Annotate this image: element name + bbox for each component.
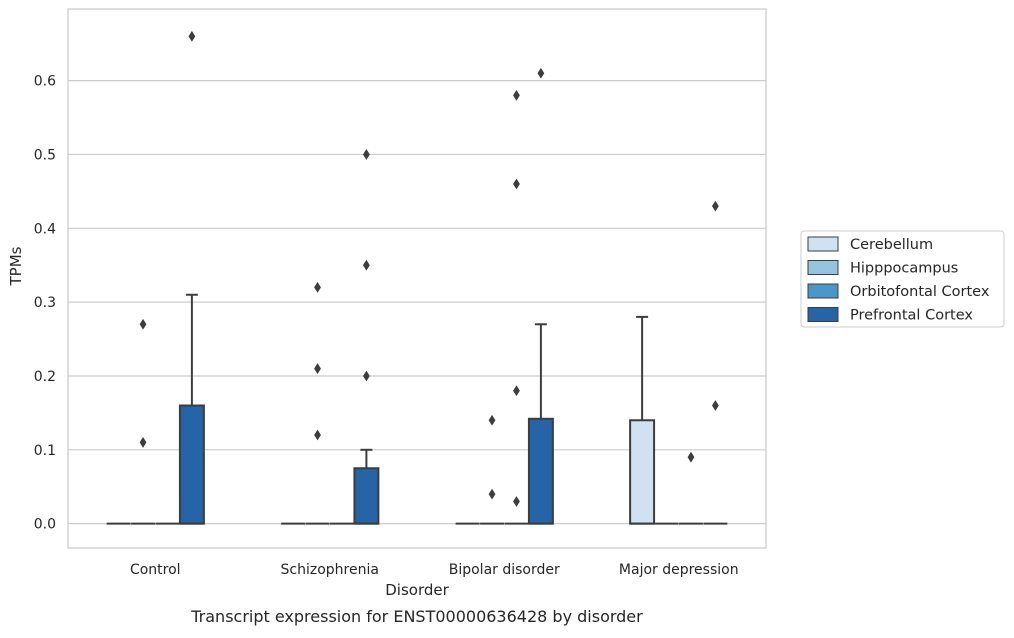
legend-label: Hipppocampus <box>850 261 958 277</box>
legend: Cerebellum Hipppocampus Orbitofontal Corte… <box>800 230 1005 328</box>
outlier-point <box>687 451 695 463</box>
y-tick-label: 0.4 <box>34 221 56 237</box>
box-rect <box>629 419 656 525</box>
outlier-point <box>362 259 370 271</box>
gridlines <box>68 80 766 525</box>
legend-swatch <box>807 260 839 275</box>
y-tick-label: 0.2 <box>34 369 56 385</box>
outlier-point <box>513 89 520 101</box>
x-axis-ticks: Control Schizophrenia Bipolar disorder Majo… <box>130 562 739 578</box>
x-tick-label: Control <box>130 562 181 578</box>
x-axis-label: Disorder <box>385 581 449 599</box>
y-axis-label: TPMs <box>7 246 25 286</box>
y-tick-label: 0.5 <box>34 147 56 163</box>
box-2-3 <box>527 323 554 525</box>
box-rect <box>527 417 554 525</box>
legend-items: Cerebellum Hipppocampus Orbitofontal Corte… <box>807 236 990 324</box>
outlier-point <box>362 149 370 160</box>
outlier-point <box>488 414 496 426</box>
legend-label: Orbitofontal Cortex <box>850 284 990 300</box>
outlier-point <box>488 488 496 500</box>
outlier-point <box>537 67 545 79</box>
outlier-point <box>314 429 321 441</box>
legend-frame <box>800 230 1005 328</box>
y-axis-ticks: 0.0 0.1 0.2 0.3 0.4 0.5 0.6 <box>34 74 56 533</box>
box-rect <box>353 467 380 525</box>
box-rect <box>178 404 205 525</box>
boxes <box>106 293 728 525</box>
legend-label: Prefrontal Cortex <box>850 308 973 324</box>
x-tick-label: Schizophrenia <box>281 562 379 578</box>
y-tick-label: 0.1 <box>34 443 56 459</box>
outlier-point <box>362 370 370 382</box>
outlier-point <box>188 30 196 42</box>
outlier-point <box>711 400 719 411</box>
outlier-point <box>513 178 520 190</box>
plot-frame <box>67 8 767 549</box>
outlier-point <box>513 385 520 397</box>
outlier-point <box>314 281 321 293</box>
outlier-point <box>513 496 520 507</box>
outliers <box>139 30 719 507</box>
x-tick-label: Major depression <box>619 562 739 578</box>
y-tick-label: 0.3 <box>34 295 56 311</box>
box-0-3 <box>178 293 205 525</box>
legend-swatch <box>807 283 839 299</box>
outlier-point <box>711 200 719 212</box>
x-tick-label: Bipolar disorder <box>449 562 560 578</box>
legend-swatch <box>807 307 839 322</box>
y-tick-label: 0.0 <box>34 517 56 533</box>
box-3-0 <box>629 315 656 525</box>
y-tick-label: 0.6 <box>34 74 56 90</box>
legend-swatch <box>807 236 839 252</box>
chart-caption: Transcript expression for ENST0000063642… <box>190 607 643 626</box>
outlier-point <box>139 318 147 330</box>
legend-label: Cerebellum <box>850 237 933 253</box>
outlier-point <box>314 363 321 374</box>
outlier-point <box>139 437 147 448</box>
box-1-3 <box>353 448 380 525</box>
